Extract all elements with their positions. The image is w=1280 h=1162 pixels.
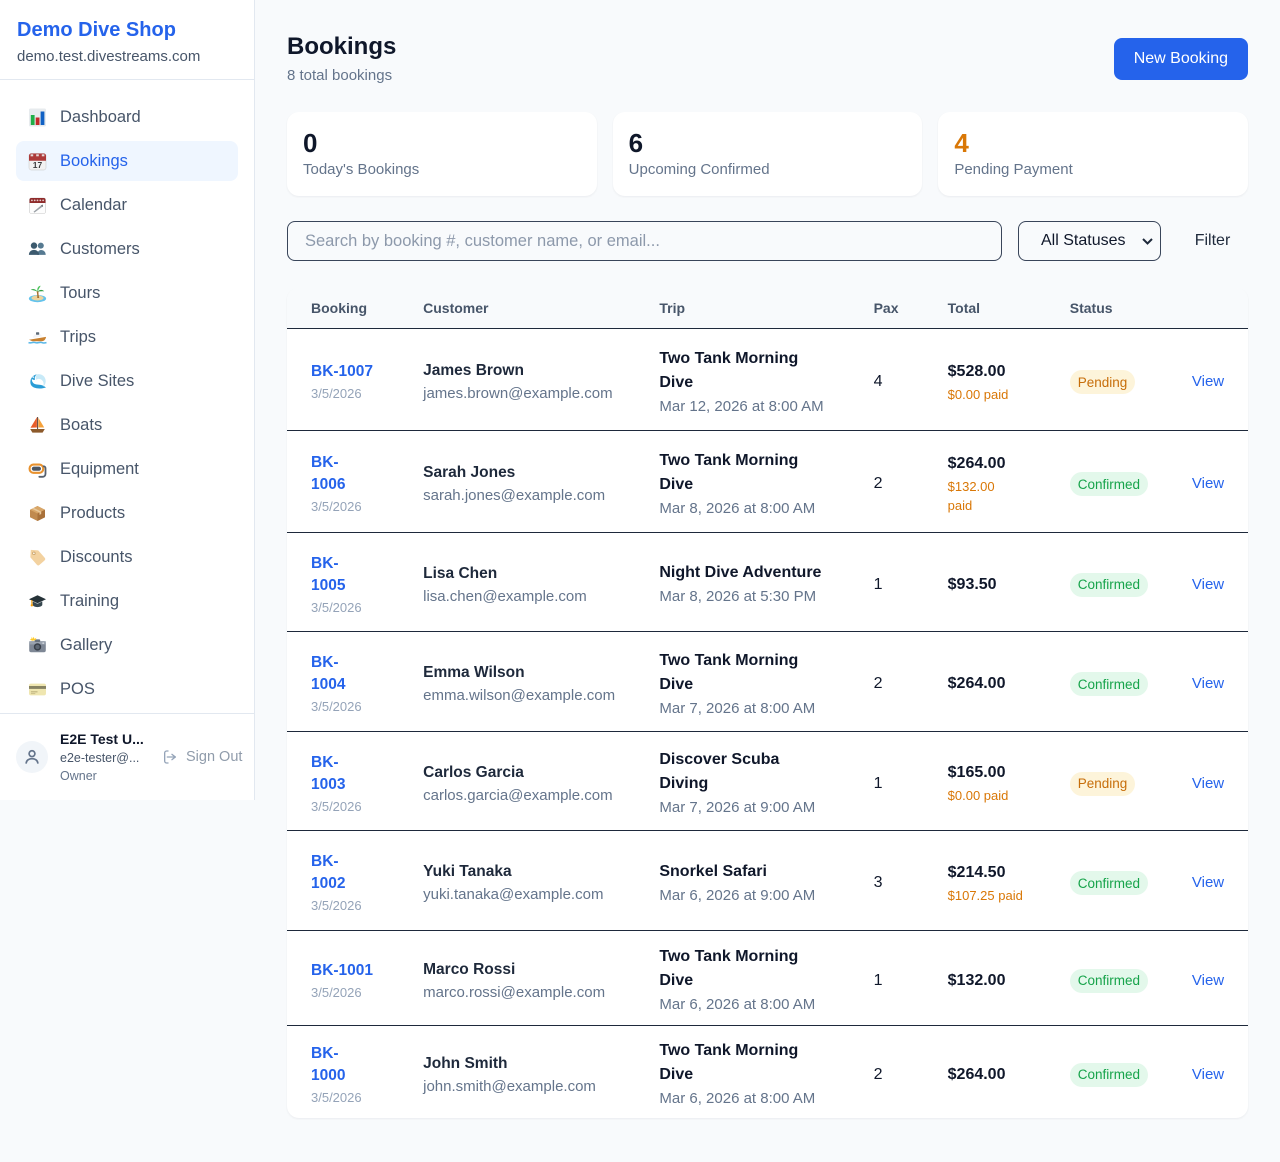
- svg-text:17: 17: [33, 159, 43, 169]
